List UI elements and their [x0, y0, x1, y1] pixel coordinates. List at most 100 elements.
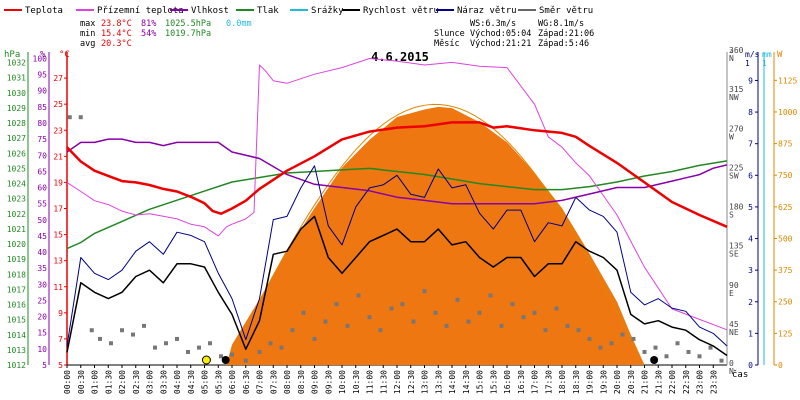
stat-min-hum: 54% [141, 29, 156, 39]
series-tlak [66, 160, 728, 250]
temp-tick-label: 19 [53, 178, 63, 187]
time-tick-label: 15:00 [476, 370, 485, 394]
pct-tick-label: 80 [37, 119, 47, 128]
temp-tick-label: 7 [58, 335, 63, 344]
stat-min-press: 1019.7hPa [165, 29, 211, 39]
wind-direction-point [142, 323, 146, 328]
series-prizemni-teplota [66, 58, 728, 331]
time-tick-label: 07:30 [269, 370, 278, 394]
ms-tick-label: 3 [748, 266, 753, 275]
hpa-tick-label: 1030 [7, 89, 26, 98]
dir-tick-compass: SW [729, 171, 739, 180]
wind-direction-point [109, 341, 113, 346]
wind-direction-point [686, 349, 691, 354]
wind-direction-point [455, 297, 460, 302]
time-tick-label: 16:00 [503, 370, 512, 394]
wind-direction-point [175, 336, 179, 341]
wind-direction-point [268, 341, 273, 346]
info-moon-label: Měsíc [434, 39, 460, 49]
hpa-tick-label: 1024 [7, 180, 26, 189]
pct-tick-label: 65 [37, 167, 47, 176]
time-tick-label: 22:00 [668, 370, 677, 394]
time-tick-label: 10:30 [352, 370, 361, 394]
pct-tick-label: 5 [42, 361, 47, 370]
hpa-tick-label: 1012 [7, 361, 26, 370]
w-tick-label: 1125 [778, 76, 797, 85]
stat-avg-temp: 20.3°C [101, 39, 132, 49]
time-tick-label: 09:30 [324, 370, 333, 394]
info-sun-label: Slunce [434, 29, 465, 39]
wind-direction-point [301, 310, 306, 315]
wind-direction-point [367, 315, 372, 320]
ms-tick-label: 0 [748, 361, 753, 370]
wind-direction-point [78, 115, 83, 120]
pct-tick-label: 10 [37, 345, 47, 354]
pct-tick-label: 20 [37, 313, 47, 322]
temp-tick-label: 21 [53, 152, 63, 161]
wind-direction-point [444, 323, 449, 328]
wind-direction-point [499, 323, 504, 328]
dir-tick-label: 315 [729, 85, 744, 94]
time-tick-label: 00:30 [77, 370, 86, 394]
time-tick-label: 06:00 [228, 370, 237, 394]
axis-ticks: 1012101310141015101610171018101910201021… [7, 46, 798, 394]
hpa-tick-label: 1029 [7, 104, 26, 113]
hpa-tick-label: 1032 [7, 59, 26, 68]
time-tick-label: 12:30 [407, 370, 416, 394]
wind-direction-point [576, 328, 581, 333]
hpa-tick-label: 1016 [7, 301, 26, 310]
temp-tick-label: 11 [53, 283, 63, 292]
wind-direction-point [120, 328, 124, 333]
dir-tick-compass: E [729, 289, 734, 298]
temp-tick-label: 17 [53, 205, 63, 214]
time-tick-label: 11:00 [366, 370, 375, 394]
wind-direction-point [164, 341, 168, 346]
series-teplota [66, 121, 728, 228]
time-tick-label: 00:00 [63, 370, 72, 394]
pct-tick-label: 25 [37, 296, 47, 305]
solar-max-envelope [226, 103, 640, 366]
time-tick-label: 23:30 [709, 370, 718, 394]
dir-tick-compass: N [729, 367, 734, 376]
wind-direction-point [67, 115, 72, 120]
wind-direction-point [312, 336, 317, 341]
ms-tick-label: 9 [748, 76, 753, 85]
temp-tick-label: 5 [58, 361, 63, 370]
w-tick-label: 250 [778, 298, 793, 307]
time-tick-label: 03:30 [159, 370, 168, 394]
wind-direction-point [543, 328, 548, 333]
wind-direction-point [290, 328, 295, 333]
time-tick-label: 18:00 [558, 370, 567, 394]
time-tick-label: 14:30 [462, 370, 471, 394]
wind-direction-point [422, 289, 427, 294]
wind-direction-point [642, 349, 647, 354]
dir-tick-label: 45 [729, 320, 739, 329]
wind-direction-point [208, 341, 212, 346]
wind-direction-point [334, 302, 339, 307]
temp-tick-label: 25 [53, 100, 63, 109]
series-lines [66, 58, 728, 357]
wind-direction-point [243, 358, 248, 363]
hpa-tick-label: 1028 [7, 119, 26, 128]
hpa-tick-label: 1013 [7, 346, 26, 355]
info-block: WS:6.3m/s WG:8.1m/s Slunce Východ:05:04 … [434, 19, 594, 49]
time-tick-label: 12:00 [393, 370, 402, 394]
info-wg: WG:8.1m/s [538, 19, 584, 29]
time-tick-label: 05:00 [201, 370, 210, 394]
pct-tick-label: 95 [37, 71, 47, 80]
ms-tick-label: 7 [748, 140, 753, 149]
wind-direction-point [477, 310, 482, 315]
stats-block: max 23.8°C 81% 1025.5hPa 0.0mm min 15.4°… [80, 19, 252, 49]
w-tick-label: 375 [778, 266, 793, 275]
time-tick-label: 04:30 [187, 370, 196, 394]
series-naraz-vetru [66, 165, 728, 347]
axis-title-mm: mm [762, 50, 772, 59]
stat-min-label: min [80, 29, 95, 39]
dir-tick-compass: N [729, 54, 734, 63]
time-tick-label: 22:30 [682, 370, 691, 394]
hpa-tick-label: 1027 [7, 134, 26, 143]
pct-tick-label: 60 [37, 184, 47, 193]
info-sun-set: Západ:21:06 [538, 29, 594, 39]
pct-tick-label: 30 [37, 280, 47, 289]
dir-tick-label: 0 [729, 359, 734, 368]
